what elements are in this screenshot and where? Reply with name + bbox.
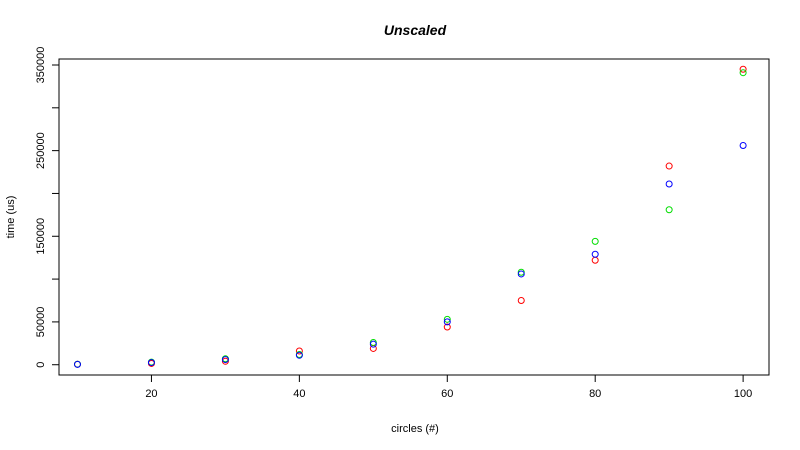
data-point: [221, 356, 229, 364]
y-tick-label: 350000: [35, 47, 47, 84]
data-point: [369, 340, 377, 348]
data-point: [443, 323, 451, 331]
data-point: [517, 270, 525, 278]
data-point: [443, 318, 451, 326]
data-point: [443, 315, 451, 323]
data-point: [665, 180, 673, 188]
chart-title: Unscaled: [384, 22, 447, 38]
data-point: [517, 296, 525, 304]
data-point: [295, 347, 303, 355]
x-tick-label: 20: [145, 388, 157, 400]
data-points: [73, 65, 747, 368]
y-tick-label: 50000: [35, 307, 47, 338]
x-tick-label: 60: [441, 388, 453, 400]
x-axis: 20 40 60 80 100: [145, 374, 752, 400]
data-point: [591, 250, 599, 258]
data-point: [295, 351, 303, 359]
data-point: [739, 69, 747, 77]
data-point: [591, 256, 599, 264]
y-tick-label: 150000: [35, 218, 47, 255]
data-point: [665, 162, 673, 170]
x-tick-label: 100: [734, 388, 752, 400]
data-point: [73, 360, 81, 368]
y-axis-label: time (us): [5, 196, 17, 239]
y-tick-label: 0: [35, 362, 47, 368]
data-point: [665, 206, 673, 214]
x-tick-label: 80: [589, 388, 601, 400]
data-point: [739, 141, 747, 149]
x-tick-label: 40: [293, 388, 305, 400]
x-axis-label: circles (#): [391, 423, 439, 435]
y-tick-label: 250000: [35, 132, 47, 169]
data-point: [739, 65, 747, 73]
data-point: [591, 237, 599, 245]
data-point: [147, 359, 155, 367]
y-axis: 0 50000 150000 250000 350000: [35, 47, 60, 368]
plot-frame: [58, 58, 770, 376]
